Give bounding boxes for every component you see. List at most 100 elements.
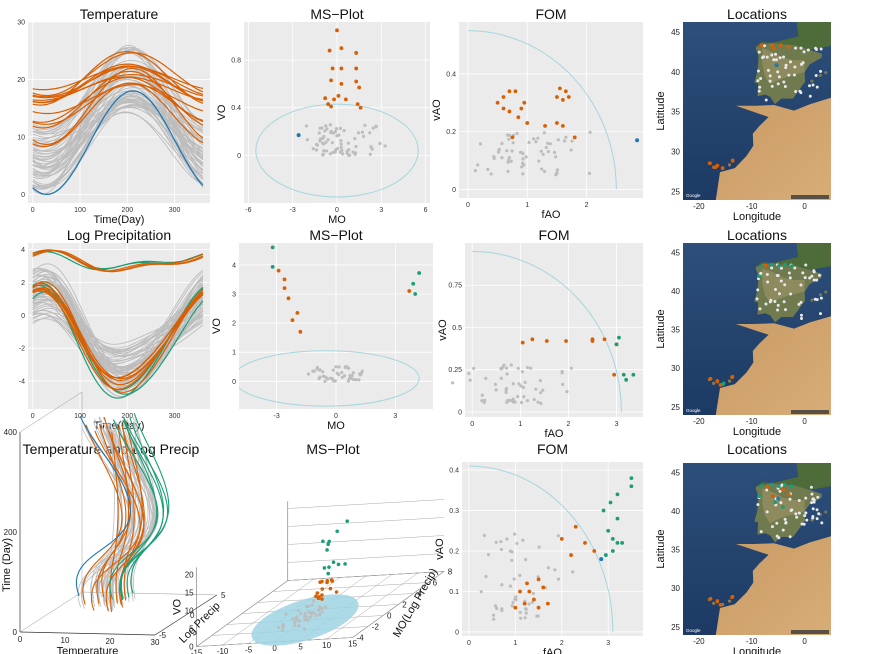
orange-station	[786, 44, 791, 49]
normal-point	[323, 379, 327, 383]
normal-station	[756, 288, 760, 292]
normal-station	[774, 58, 778, 62]
normal-curve	[32, 84, 204, 188]
r1-msplot-panel: -6 -3 0 3 6 0 0.4 0.8 MS−Plot MO VO	[216, 6, 430, 226]
green-station	[781, 505, 785, 509]
normal-point	[530, 600, 534, 604]
normal-station	[756, 69, 760, 73]
x-tick-label: 0	[470, 421, 474, 428]
y-tick-label: 0.8	[231, 58, 241, 65]
normal-point	[320, 610, 324, 614]
canary-island	[727, 379, 732, 383]
normal-point	[368, 152, 372, 156]
france-land	[755, 243, 831, 270]
orange-outlier-point	[543, 123, 547, 128]
y-tick-label: 35	[671, 546, 680, 555]
normal-point	[479, 590, 483, 594]
normal-point	[322, 149, 326, 153]
y-tick-label: 45	[671, 249, 680, 258]
normal-point	[329, 130, 333, 135]
x-tick-label: -6	[245, 207, 251, 214]
normal-station	[789, 292, 793, 296]
green-outlier-point	[606, 528, 611, 533]
green-curve	[119, 417, 169, 598]
normal-point	[345, 151, 349, 155]
normal-point	[347, 366, 351, 370]
normal-station	[816, 495, 820, 499]
normal-station	[810, 501, 814, 505]
normal-point	[383, 144, 387, 148]
orange-curve	[32, 284, 204, 386]
x-axis-label: Time(Day)	[94, 214, 145, 226]
normal-point	[505, 537, 509, 541]
z-tick-label: 0	[13, 628, 18, 637]
normal-point	[480, 393, 484, 397]
z-axis-label: VO	[172, 599, 184, 615]
normal-station	[776, 303, 780, 307]
normal-point	[317, 605, 321, 609]
green-outlier-point	[617, 335, 621, 340]
normal-point	[542, 131, 546, 135]
normal-station	[758, 307, 762, 311]
orange-outlier-point	[569, 553, 573, 557]
x-tick-label: 10	[322, 641, 331, 650]
green-outlier-point	[629, 484, 634, 489]
normal-station	[756, 503, 760, 507]
orange-outlier-point	[530, 337, 535, 342]
orange-station	[730, 375, 735, 380]
normal-station	[766, 280, 770, 284]
normal-point	[325, 127, 329, 131]
y-tick-label: 8	[448, 568, 453, 577]
x-tick-label: 3	[615, 421, 619, 428]
normal-station	[819, 296, 823, 300]
x-tick-label: 0	[802, 637, 807, 646]
balearic-island	[810, 298, 814, 302]
green-outlier-point	[615, 492, 620, 497]
normal-point	[324, 140, 328, 144]
y-tick-label: 0	[232, 379, 236, 386]
normal-point	[311, 147, 315, 151]
green-outlier-point	[326, 542, 330, 547]
france-land	[755, 22, 831, 50]
normal-station	[759, 530, 763, 534]
y-tick-label: 45	[671, 469, 680, 478]
normal-station	[808, 276, 812, 280]
normal-station	[819, 47, 823, 51]
normal-station	[802, 50, 806, 54]
map-attribution: Google	[686, 193, 701, 198]
normal-point	[532, 137, 536, 141]
normal-station	[765, 510, 769, 514]
green-station	[721, 381, 726, 386]
normal-point	[311, 369, 315, 373]
normal-point	[540, 167, 544, 171]
normal-station	[777, 75, 781, 79]
map-scalebar	[791, 195, 829, 199]
normal-station	[815, 278, 819, 282]
normal-point	[296, 608, 301, 613]
normal-point	[518, 573, 522, 577]
y-tick-label: 30	[671, 584, 680, 593]
x-axis-label: Longitude	[733, 646, 781, 654]
x-tick-label: 1	[518, 421, 522, 428]
orange-curve	[32, 249, 204, 273]
normal-station	[757, 89, 761, 93]
normal-point	[516, 394, 520, 399]
y-tick-label: 5	[221, 591, 226, 600]
normal-point	[370, 147, 374, 151]
x-tick-label: 0	[31, 207, 35, 214]
orange-station	[786, 492, 791, 497]
r1-fom-panel: 0 1 2 0 0.2 0.4 FOM fAO vAO	[431, 6, 643, 221]
normal-station	[806, 48, 810, 52]
orange-outlier-point	[563, 89, 568, 94]
normal-point	[522, 395, 526, 399]
orange-outlier-point	[339, 82, 344, 86]
x-tick-label: 0	[272, 644, 277, 653]
normal-point	[569, 148, 573, 152]
normal-station	[782, 80, 786, 84]
normal-point	[482, 533, 486, 538]
blue-outlier-point	[296, 133, 301, 138]
normal-station	[798, 89, 802, 93]
normal-point	[539, 391, 543, 395]
normal-point	[317, 368, 322, 372]
orange-outlier-point	[525, 121, 530, 125]
